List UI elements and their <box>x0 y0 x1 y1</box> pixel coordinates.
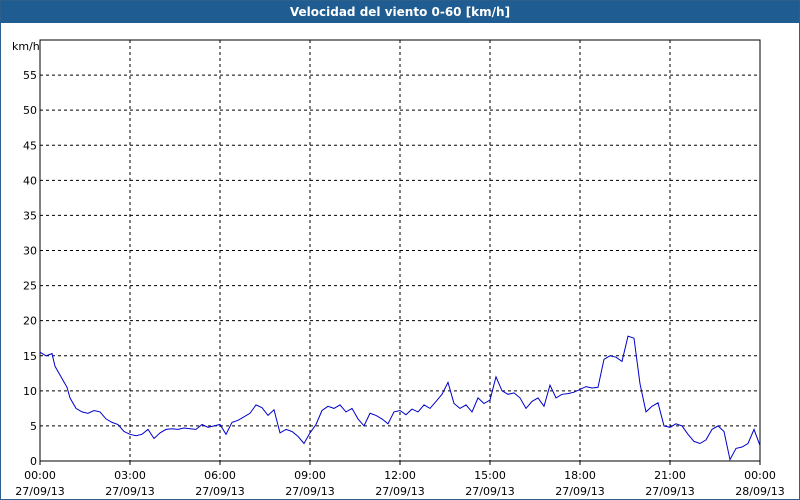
y-tick-label: 0 <box>30 455 37 468</box>
x-tick-date: 27/09/13 <box>285 485 334 498</box>
x-tick-time: 21:00 <box>654 469 686 482</box>
x-tick-date: 27/09/13 <box>195 485 244 498</box>
y-tick-label: 25 <box>23 280 37 293</box>
x-tick-date: 27/09/13 <box>645 485 694 498</box>
x-tick-time: 06:00 <box>204 469 236 482</box>
y-tick-label: 30 <box>23 245 37 258</box>
series-line-wind-speed <box>39 335 761 462</box>
y-tick-label: 55 <box>23 69 37 82</box>
y-tick-label: 20 <box>23 315 37 328</box>
y-tick-label: 40 <box>23 174 37 187</box>
chart-title: Velocidad del viento 0-60 [km/h] <box>1 1 799 23</box>
y-tick-label: 35 <box>23 209 37 222</box>
y-tick-label: 10 <box>23 385 37 398</box>
x-tick-date: 27/09/13 <box>375 485 424 498</box>
axis-ticks: 0 5 10 15 20 25 30 35 40 45 50 55 00:00 27/09/13 03:00… <box>15 69 784 498</box>
x-tick-time: 03:00 <box>114 469 146 482</box>
x-tick-time: 12:00 <box>384 469 416 482</box>
x-tick-time: 15:00 <box>474 469 506 482</box>
x-tick-time: 00:00 <box>744 469 776 482</box>
x-tick-time: 18:00 <box>564 469 596 482</box>
x-tick-time: 00:00 <box>24 469 56 482</box>
x-tick-date: 27/09/13 <box>105 485 154 498</box>
x-tick-date: 27/09/13 <box>15 485 64 498</box>
x-tick-date: 27/09/13 <box>465 485 514 498</box>
x-tick-date: 27/09/13 <box>555 485 604 498</box>
grid-lines <box>40 40 760 461</box>
x-tick-date: 28/09/13 <box>735 485 784 498</box>
y-axis-label: km/h <box>12 40 40 53</box>
y-tick-label: 5 <box>30 420 37 433</box>
x-tick-time: 09:00 <box>294 469 326 482</box>
y-tick-label: 45 <box>23 139 37 152</box>
y-tick-label: 15 <box>23 350 37 363</box>
y-tick-label: 50 <box>23 104 37 117</box>
